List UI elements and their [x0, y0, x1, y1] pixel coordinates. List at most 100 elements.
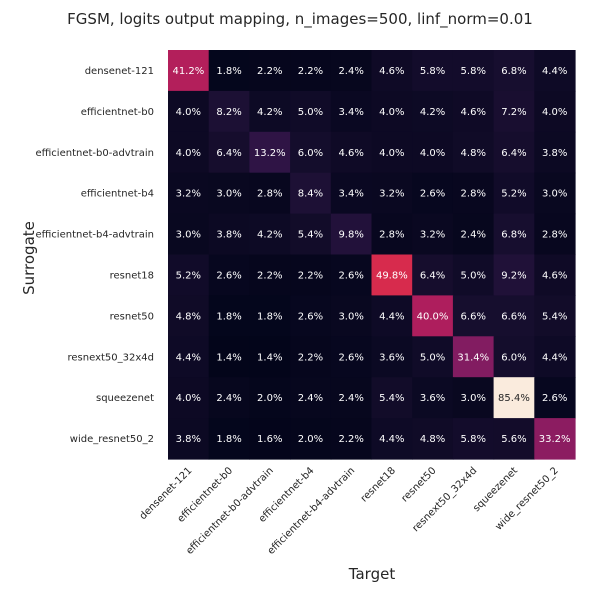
- heatmap-cell: [412, 254, 454, 296]
- heatmap-cell: [412, 50, 454, 92]
- heatmap-cell-label: 31.4%: [457, 352, 489, 363]
- heatmap-cell-label: 3.6%: [379, 352, 404, 363]
- heatmap-cell: [493, 50, 535, 92]
- heatmap-cell-label: 3.2%: [176, 189, 201, 200]
- heatmap-cell: [371, 418, 413, 460]
- heatmap-cell-label: 2.2%: [257, 270, 282, 281]
- chart-title: FGSM, logits output mapping, n_images=50…: [67, 10, 533, 29]
- y-tick-label: efficientnet-b0-advtrain: [35, 148, 154, 159]
- heatmap-cell-label: 4.0%: [176, 393, 201, 404]
- heatmap-cell: [371, 254, 413, 296]
- heatmap-cell-label: 4.0%: [176, 107, 201, 118]
- x-tick-labels: densenet-121efficientnet-b0efficientnet-…: [138, 465, 561, 557]
- heatmap-cell: [534, 213, 576, 256]
- heatmap-cell-label: 2.2%: [257, 66, 282, 77]
- heatmap-cell: [534, 377, 576, 419]
- heatmap-cell-label: 2.4%: [461, 230, 486, 241]
- heatmap-cell: [249, 418, 291, 460]
- heatmap-cell-label: 7.2%: [501, 107, 526, 118]
- heatmap-cell: [412, 213, 454, 256]
- heatmap-cell-label: 6.0%: [298, 148, 323, 159]
- heatmap-cell: [290, 336, 332, 378]
- heatmap-cell-labels: 41.2% 1.8% 2.2% 2.2% 2.4% 4.6% 5.8% 5.8% 6.8% 4.4…: [172, 66, 570, 445]
- heatmap-cell-label: 8.2%: [216, 107, 241, 118]
- heatmap-cell-label: 5.4%: [542, 311, 567, 322]
- heatmap-cell-label: 4.4%: [176, 352, 201, 363]
- heatmap-cell-label: 2.2%: [338, 434, 363, 445]
- heatmap-cell-label: 2.6%: [542, 393, 567, 404]
- heatmap-cell: [330, 213, 373, 256]
- heatmap-cell: [168, 213, 210, 256]
- heatmap-cell: [371, 213, 413, 256]
- heatmap-cell: [534, 131, 576, 174]
- heatmap-cell: [371, 50, 413, 92]
- heatmap-cell-label: 3.0%: [461, 393, 486, 404]
- heatmap-cell: [208, 295, 250, 337]
- heatmap-cell-label: 6.6%: [461, 311, 486, 322]
- heatmap-cell: [208, 254, 250, 296]
- heatmap-cell: [452, 172, 495, 215]
- heatmap-cells: [168, 50, 576, 460]
- heatmap-cell-label: 4.2%: [257, 107, 282, 118]
- heatmap-cell: [249, 336, 291, 378]
- heatmap-cell: [412, 172, 454, 215]
- heatmap-cell: [290, 254, 332, 296]
- heatmap-cell: [412, 377, 454, 419]
- heatmap-cell: [330, 90, 373, 133]
- heatmap-cell: [534, 254, 576, 296]
- heatmap-cell-label: 4.4%: [542, 352, 567, 363]
- heatmap-cell-label: 3.2%: [420, 230, 445, 241]
- heatmap-cell: [168, 90, 210, 133]
- heatmap-cell: [371, 131, 413, 174]
- heatmap-cell-label: 3.0%: [338, 311, 363, 322]
- heatmap-cell: [330, 50, 373, 92]
- heatmap-cell-label: 33.2%: [539, 434, 571, 445]
- heatmap-cell: [452, 131, 495, 174]
- heatmap-cell: [249, 295, 291, 337]
- heatmap-cell-label: 6.4%: [501, 148, 526, 159]
- y-tick-label: resnext50_32x4d: [68, 352, 154, 363]
- heatmap-cell-label: 3.0%: [176, 230, 201, 241]
- heatmap-cell-label: 4.2%: [420, 107, 445, 118]
- heatmap-cell-label: 4.4%: [542, 66, 567, 77]
- heatmap-cell: [330, 131, 373, 174]
- heatmap-cell: [493, 172, 535, 215]
- heatmap-cell: [412, 336, 454, 378]
- heatmap-cell-label: 5.2%: [501, 189, 526, 200]
- heatmap-cell: [534, 336, 576, 378]
- heatmap-cell-label: 13.2%: [254, 148, 286, 159]
- heatmap-cell: [452, 90, 495, 133]
- heatmap-cell: [290, 213, 332, 256]
- heatmap-cell: [290, 377, 332, 419]
- heatmap-cell-label: 3.0%: [216, 189, 241, 200]
- heatmap-cell-label: 5.0%: [461, 270, 486, 281]
- heatmap-cell: [208, 172, 250, 215]
- heatmap-cell: [208, 131, 250, 174]
- heatmap-cell: [208, 50, 250, 92]
- heatmap-cell: [290, 131, 332, 174]
- heatmap-cell-label: 2.4%: [338, 393, 363, 404]
- heatmap-cell-label: 4.0%: [176, 148, 201, 159]
- y-tick-label: efficientnet-b4: [81, 189, 154, 200]
- x-tick-label: resnet50: [400, 465, 439, 504]
- heatmap-cell-label: 4.2%: [257, 230, 282, 241]
- heatmap-cell-label: 4.0%: [542, 107, 567, 118]
- heatmap-cell-label: 1.4%: [257, 352, 282, 363]
- heatmap-cell: [534, 295, 576, 337]
- heatmap-cell-label: 8.4%: [298, 189, 323, 200]
- heatmap-cell-label: 4.6%: [542, 270, 567, 281]
- heatmap-cell-label: 3.0%: [542, 189, 567, 200]
- heatmap-cell: [330, 172, 373, 215]
- y-tick-label: densenet-121: [85, 66, 154, 77]
- heatmap-cell: [493, 213, 535, 256]
- heatmap-cell-label: 5.0%: [298, 107, 323, 118]
- heatmap-cell-label: 41.2%: [172, 66, 204, 77]
- heatmap-cell: [330, 254, 373, 296]
- heatmap-cell-label: 5.2%: [176, 270, 201, 281]
- heatmap-cell-label: 6.4%: [420, 270, 445, 281]
- heatmap-cell: [168, 254, 210, 296]
- heatmap-cell: [330, 418, 373, 460]
- heatmap-cell: [493, 131, 535, 174]
- heatmap-cell-label: 2.8%: [461, 189, 486, 200]
